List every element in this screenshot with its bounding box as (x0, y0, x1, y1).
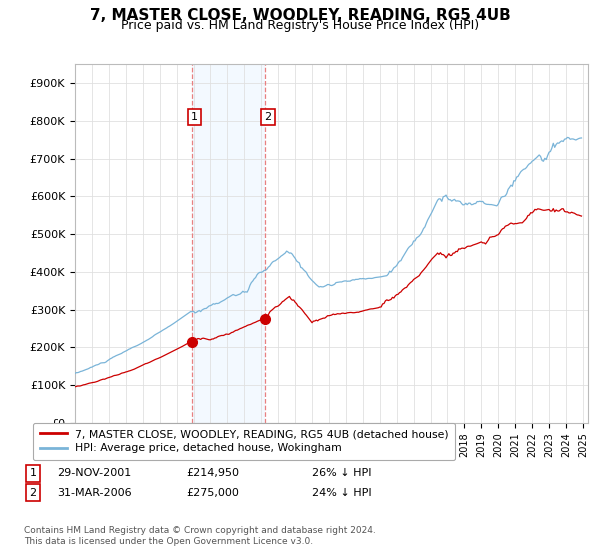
Text: 2: 2 (29, 488, 37, 498)
Legend: 7, MASTER CLOSE, WOODLEY, READING, RG5 4UB (detached house), HPI: Average price,: 7, MASTER CLOSE, WOODLEY, READING, RG5 4… (33, 423, 455, 460)
Text: 7, MASTER CLOSE, WOODLEY, READING, RG5 4UB: 7, MASTER CLOSE, WOODLEY, READING, RG5 4… (89, 8, 511, 24)
Text: 2: 2 (265, 112, 272, 122)
Text: 29-NOV-2001: 29-NOV-2001 (57, 468, 131, 478)
Text: Price paid vs. HM Land Registry's House Price Index (HPI): Price paid vs. HM Land Registry's House … (121, 19, 479, 32)
Text: 24% ↓ HPI: 24% ↓ HPI (312, 488, 371, 498)
Text: 1: 1 (191, 112, 198, 122)
Text: 26% ↓ HPI: 26% ↓ HPI (312, 468, 371, 478)
Text: 31-MAR-2006: 31-MAR-2006 (57, 488, 131, 498)
Text: £275,000: £275,000 (186, 488, 239, 498)
Text: 1: 1 (29, 468, 37, 478)
Text: Contains HM Land Registry data © Crown copyright and database right 2024.
This d: Contains HM Land Registry data © Crown c… (24, 526, 376, 546)
Text: £214,950: £214,950 (186, 468, 239, 478)
Bar (192, 64, 265, 423)
